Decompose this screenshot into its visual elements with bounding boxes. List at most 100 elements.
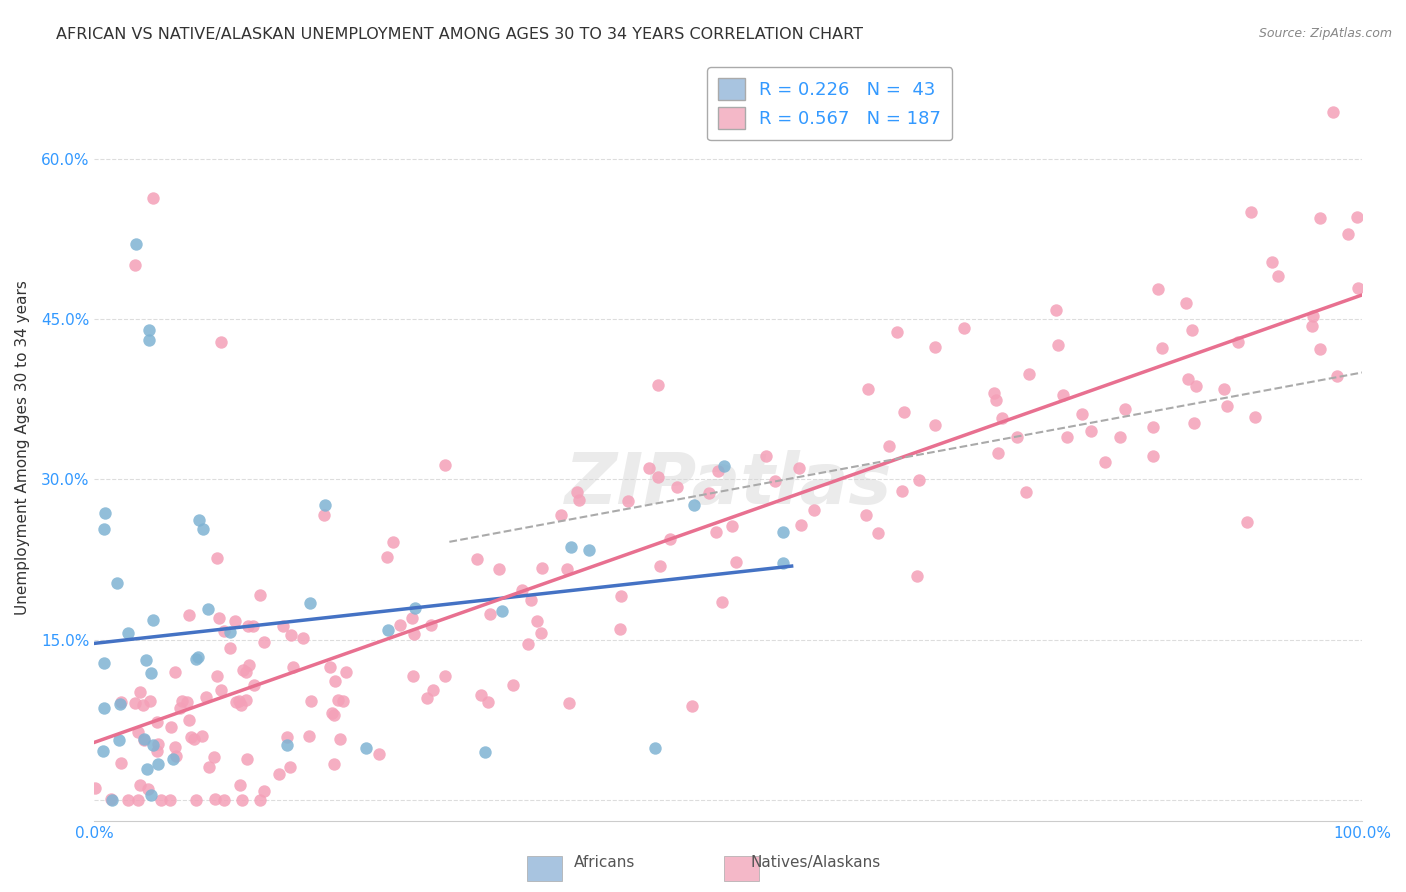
Point (1047, 338, 1070, 352)
Point (609, 622, 631, 636)
Point (291, 631, 314, 645)
Point (212, 793, 235, 807)
Point (1094, 455, 1116, 469)
Point (124, 258, 146, 272)
Point (647, 469, 669, 483)
Point (416, 690, 439, 705)
Point (658, 533, 681, 547)
Point (332, 693, 354, 707)
Point (184, 793, 207, 807)
Point (110, 756, 132, 771)
Point (235, 665, 257, 679)
Point (191, 522, 214, 536)
Point (139, 789, 162, 803)
Point (187, 513, 209, 527)
Point (335, 665, 357, 680)
Point (139, 694, 162, 708)
Point (205, 550, 228, 565)
Point (858, 383, 880, 397)
Point (510, 582, 533, 597)
Point (803, 503, 825, 517)
Point (283, 660, 305, 674)
Point (228, 693, 250, 707)
Point (125, 237, 148, 252)
Point (1347, 281, 1369, 295)
Point (682, 498, 704, 512)
Point (924, 340, 946, 354)
Point (276, 731, 298, 745)
Point (319, 660, 342, 674)
Point (204, 792, 226, 806)
Point (211, 335, 233, 350)
Point (243, 678, 266, 692)
Point (323, 757, 346, 772)
Point (323, 708, 346, 723)
Point (1015, 484, 1038, 499)
Point (893, 405, 915, 419)
Point (855, 508, 877, 522)
Point (610, 589, 633, 603)
Point (100, 792, 122, 806)
Point (558, 696, 581, 710)
Point (176, 695, 198, 709)
Point (389, 618, 412, 632)
Point (502, 678, 524, 692)
Point (314, 498, 336, 512)
Point (207, 610, 229, 624)
Point (555, 562, 578, 576)
Point (1346, 210, 1368, 224)
Point (644, 740, 666, 755)
Point (1142, 450, 1164, 464)
Point (179, 713, 201, 727)
Point (434, 458, 457, 473)
Point (422, 682, 444, 697)
Point (242, 619, 264, 633)
Point (1302, 309, 1324, 323)
Point (1301, 319, 1323, 334)
Point (280, 628, 302, 642)
Point (711, 595, 734, 609)
Point (236, 752, 259, 766)
Point (401, 611, 423, 625)
Point (209, 683, 232, 698)
Point (617, 493, 640, 508)
Point (107, 575, 129, 590)
Point (229, 778, 252, 792)
Point (299, 596, 322, 610)
Point (707, 464, 730, 478)
Point (276, 738, 298, 752)
Point (231, 793, 253, 807)
Point (321, 706, 343, 721)
Point (146, 744, 169, 758)
Point (704, 524, 727, 539)
Point (647, 378, 669, 392)
Point (135, 653, 157, 667)
Point (1150, 341, 1173, 355)
Point (772, 556, 794, 570)
Text: Natives/Alaskans: Natives/Alaskans (751, 855, 880, 870)
Point (127, 793, 149, 807)
Point (375, 549, 398, 564)
Point (165, 665, 187, 680)
Point (146, 715, 169, 730)
Point (101, 793, 124, 807)
Point (142, 738, 165, 752)
Point (1309, 211, 1331, 225)
Point (1045, 302, 1067, 317)
Point (381, 535, 404, 549)
Point (983, 386, 1005, 401)
Point (1114, 401, 1136, 416)
Point (1337, 227, 1360, 241)
Point (790, 518, 813, 533)
Point (218, 641, 240, 656)
Point (132, 732, 155, 747)
Point (908, 474, 931, 488)
Point (368, 747, 391, 761)
Point (225, 695, 247, 709)
Point (128, 778, 150, 792)
Point (567, 485, 589, 500)
Point (207, 669, 229, 683)
Point (356, 740, 378, 755)
Point (132, 733, 155, 747)
Point (402, 669, 425, 683)
